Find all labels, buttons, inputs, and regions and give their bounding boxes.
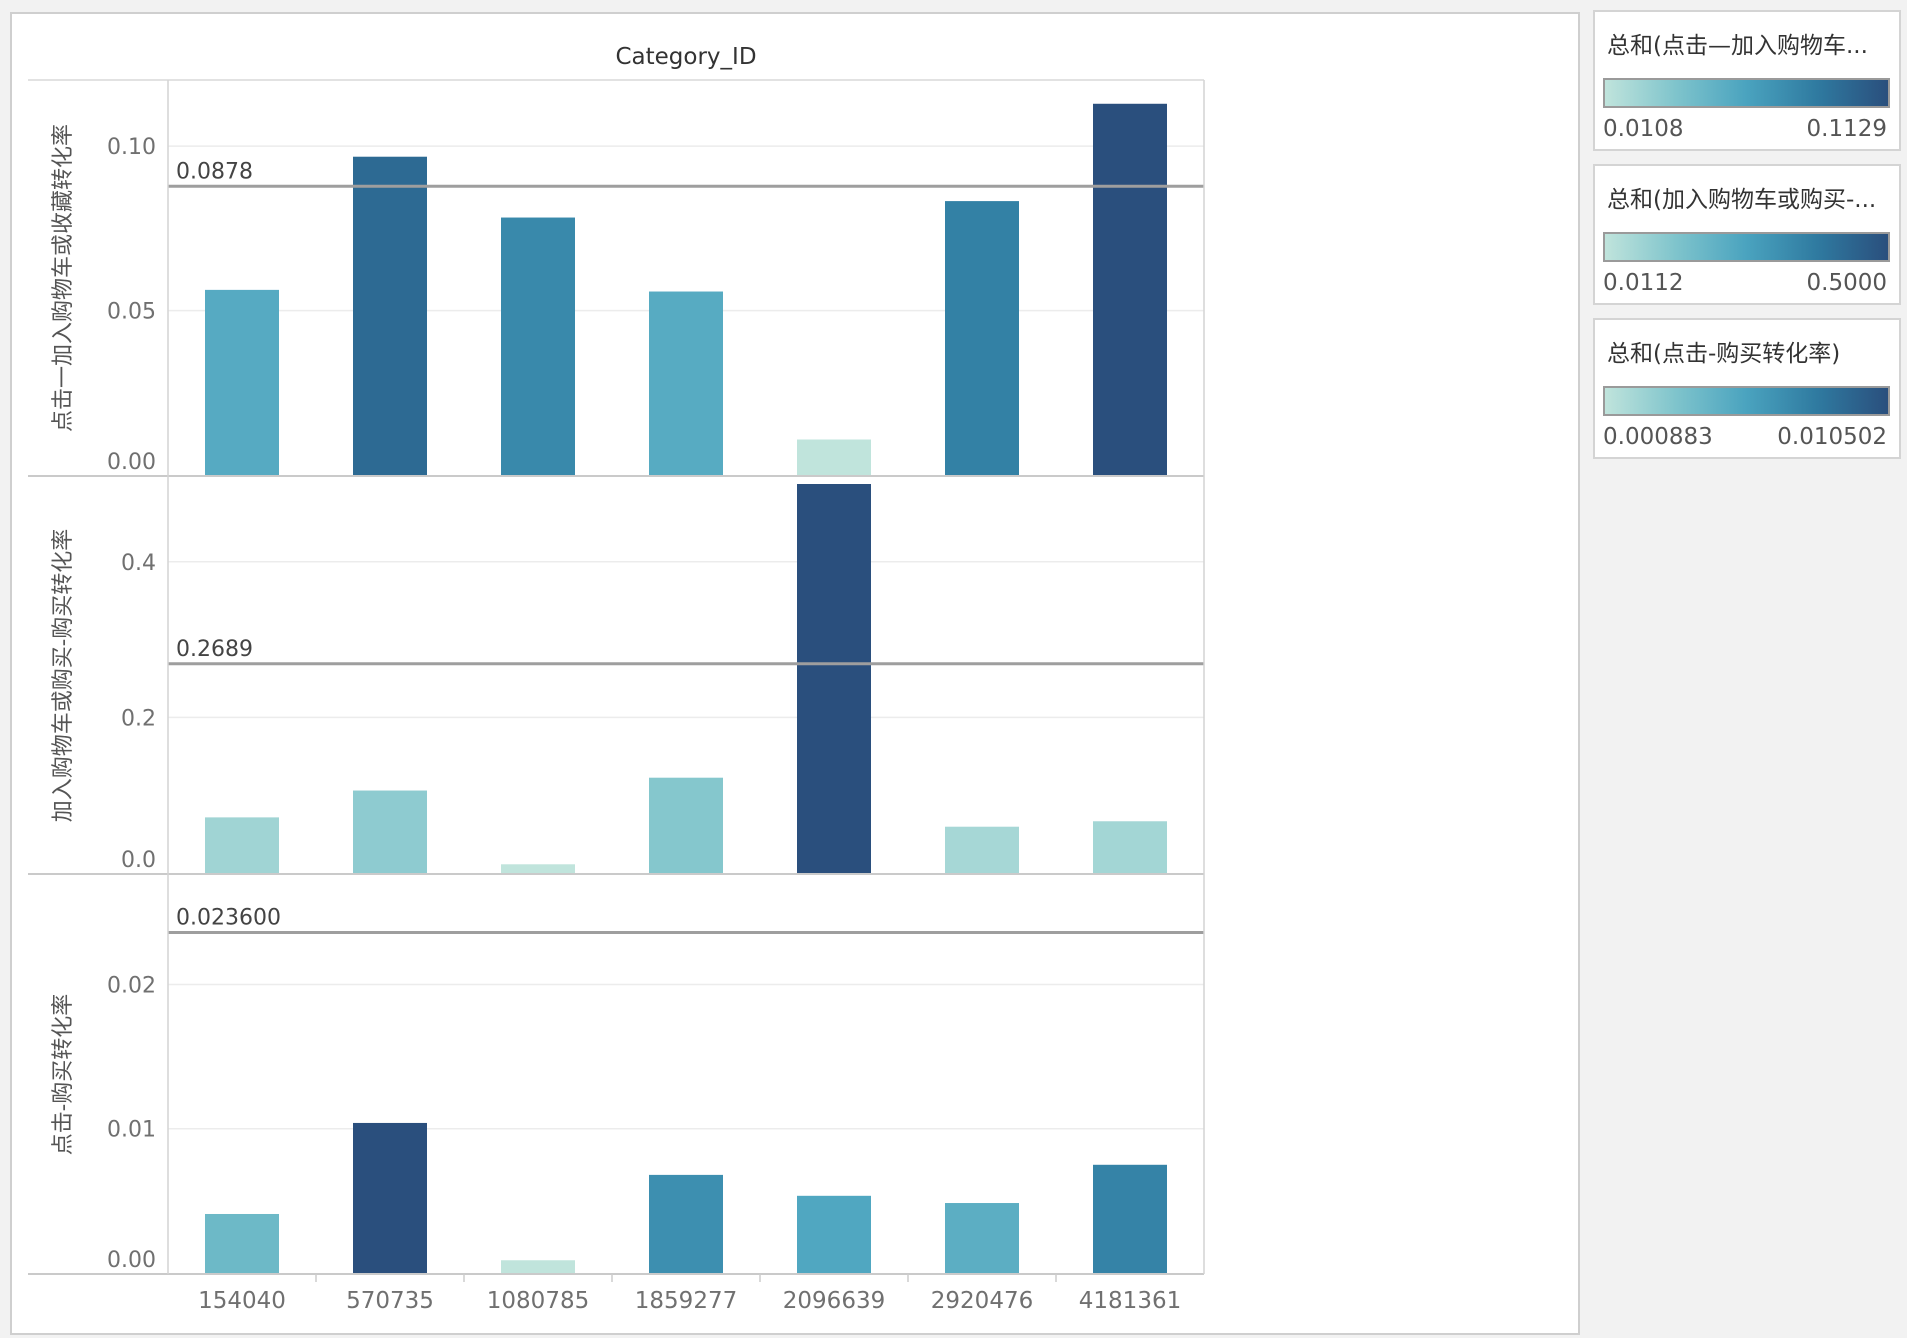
reference-line-label: 0.2689 [176,637,253,662]
bar-4181361[interactable] [1093,821,1167,873]
bar-4181361[interactable] [1093,103,1167,475]
legend-min-value: 0.000883 [1603,424,1713,450]
legend-title: 总和(点击-购买转化率) [1607,341,1841,367]
x-tick-label: 1859277 [635,1288,737,1314]
bar-154040[interactable] [205,817,279,873]
y-tick-label: 0.05 [107,300,156,325]
bar-4181361[interactable] [1093,1164,1167,1273]
y-axis-label: 点击-购买转化率 [51,994,76,1155]
reference-line-label: 0.023600 [176,905,281,930]
bar-2920476[interactable] [945,826,1019,873]
y-axis-label: 加入购物车或购买-购买转化率 [51,529,76,822]
x-tick-label: 570735 [346,1288,434,1314]
color-ramp [1603,386,1890,416]
x-tick-label: 4181361 [1079,1288,1181,1314]
bar-1080785[interactable] [501,1260,575,1273]
legend-area: 总和(点击—加入购物车... 0.0108 0.1129 总和(加入购物车或购买… [1593,10,1903,472]
bar-570735[interactable] [353,156,427,475]
bar-1859277[interactable] [649,777,723,873]
legend-min-value: 0.0108 [1603,116,1684,142]
bar-1080785[interactable] [501,217,575,475]
bar-2096639[interactable] [797,1195,871,1273]
bar-2096639[interactable] [797,484,871,873]
chart-panel [10,12,1580,1335]
chart-title: Category_ID [615,44,756,70]
y-tick-label: 0.02 [107,973,156,998]
y-tick-label: 0.00 [107,1248,156,1273]
x-tick-label: 154040 [198,1288,286,1314]
bar-1859277[interactable] [649,291,723,475]
y-tick-label: 0.00 [107,450,156,475]
legend-title: 总和(加入购物车或购买-... [1607,187,1877,213]
legend-max-value: 0.5000 [1806,270,1887,296]
y-tick-label: 0.2 [121,706,156,731]
bar-2096639[interactable] [797,439,871,475]
y-tick-label: 0.01 [107,1118,156,1143]
y-axis-label: 点击一加入购物车或收藏转化率 [51,124,76,432]
bar-2920476[interactable] [945,1203,1019,1273]
bar-1080785[interactable] [501,864,575,873]
bar-1859277[interactable] [649,1174,723,1273]
bar-570735[interactable] [353,1122,427,1273]
bar-154040[interactable] [205,1213,279,1273]
bar-2920476[interactable] [945,201,1019,475]
color-legend-1[interactable]: 总和(点击—加入购物车... 0.0108 0.1129 [1593,10,1901,151]
bar-154040[interactable] [205,289,279,475]
color-legend-3[interactable]: 总和(点击-购买转化率) 0.000883 0.010502 [1593,318,1901,459]
color-legend-2[interactable]: 总和(加入购物车或购买-... 0.0112 0.5000 [1593,164,1901,305]
reference-line-label: 0.0878 [176,159,253,184]
color-ramp [1603,78,1890,108]
x-tick-label: 2920476 [931,1288,1033,1314]
legend-max-value: 0.010502 [1777,424,1887,450]
legend-min-value: 0.0112 [1603,270,1684,296]
y-tick-label: 0.10 [107,135,156,160]
legend-title: 总和(点击—加入购物车... [1607,33,1868,59]
color-ramp [1603,232,1890,262]
y-tick-label: 0.4 [121,551,156,576]
y-tick-label: 0.0 [121,848,156,873]
bar-570735[interactable] [353,790,427,873]
legend-max-value: 0.1129 [1806,116,1887,142]
x-tick-label: 2096639 [783,1288,885,1314]
x-tick-label: 1080785 [487,1288,589,1314]
